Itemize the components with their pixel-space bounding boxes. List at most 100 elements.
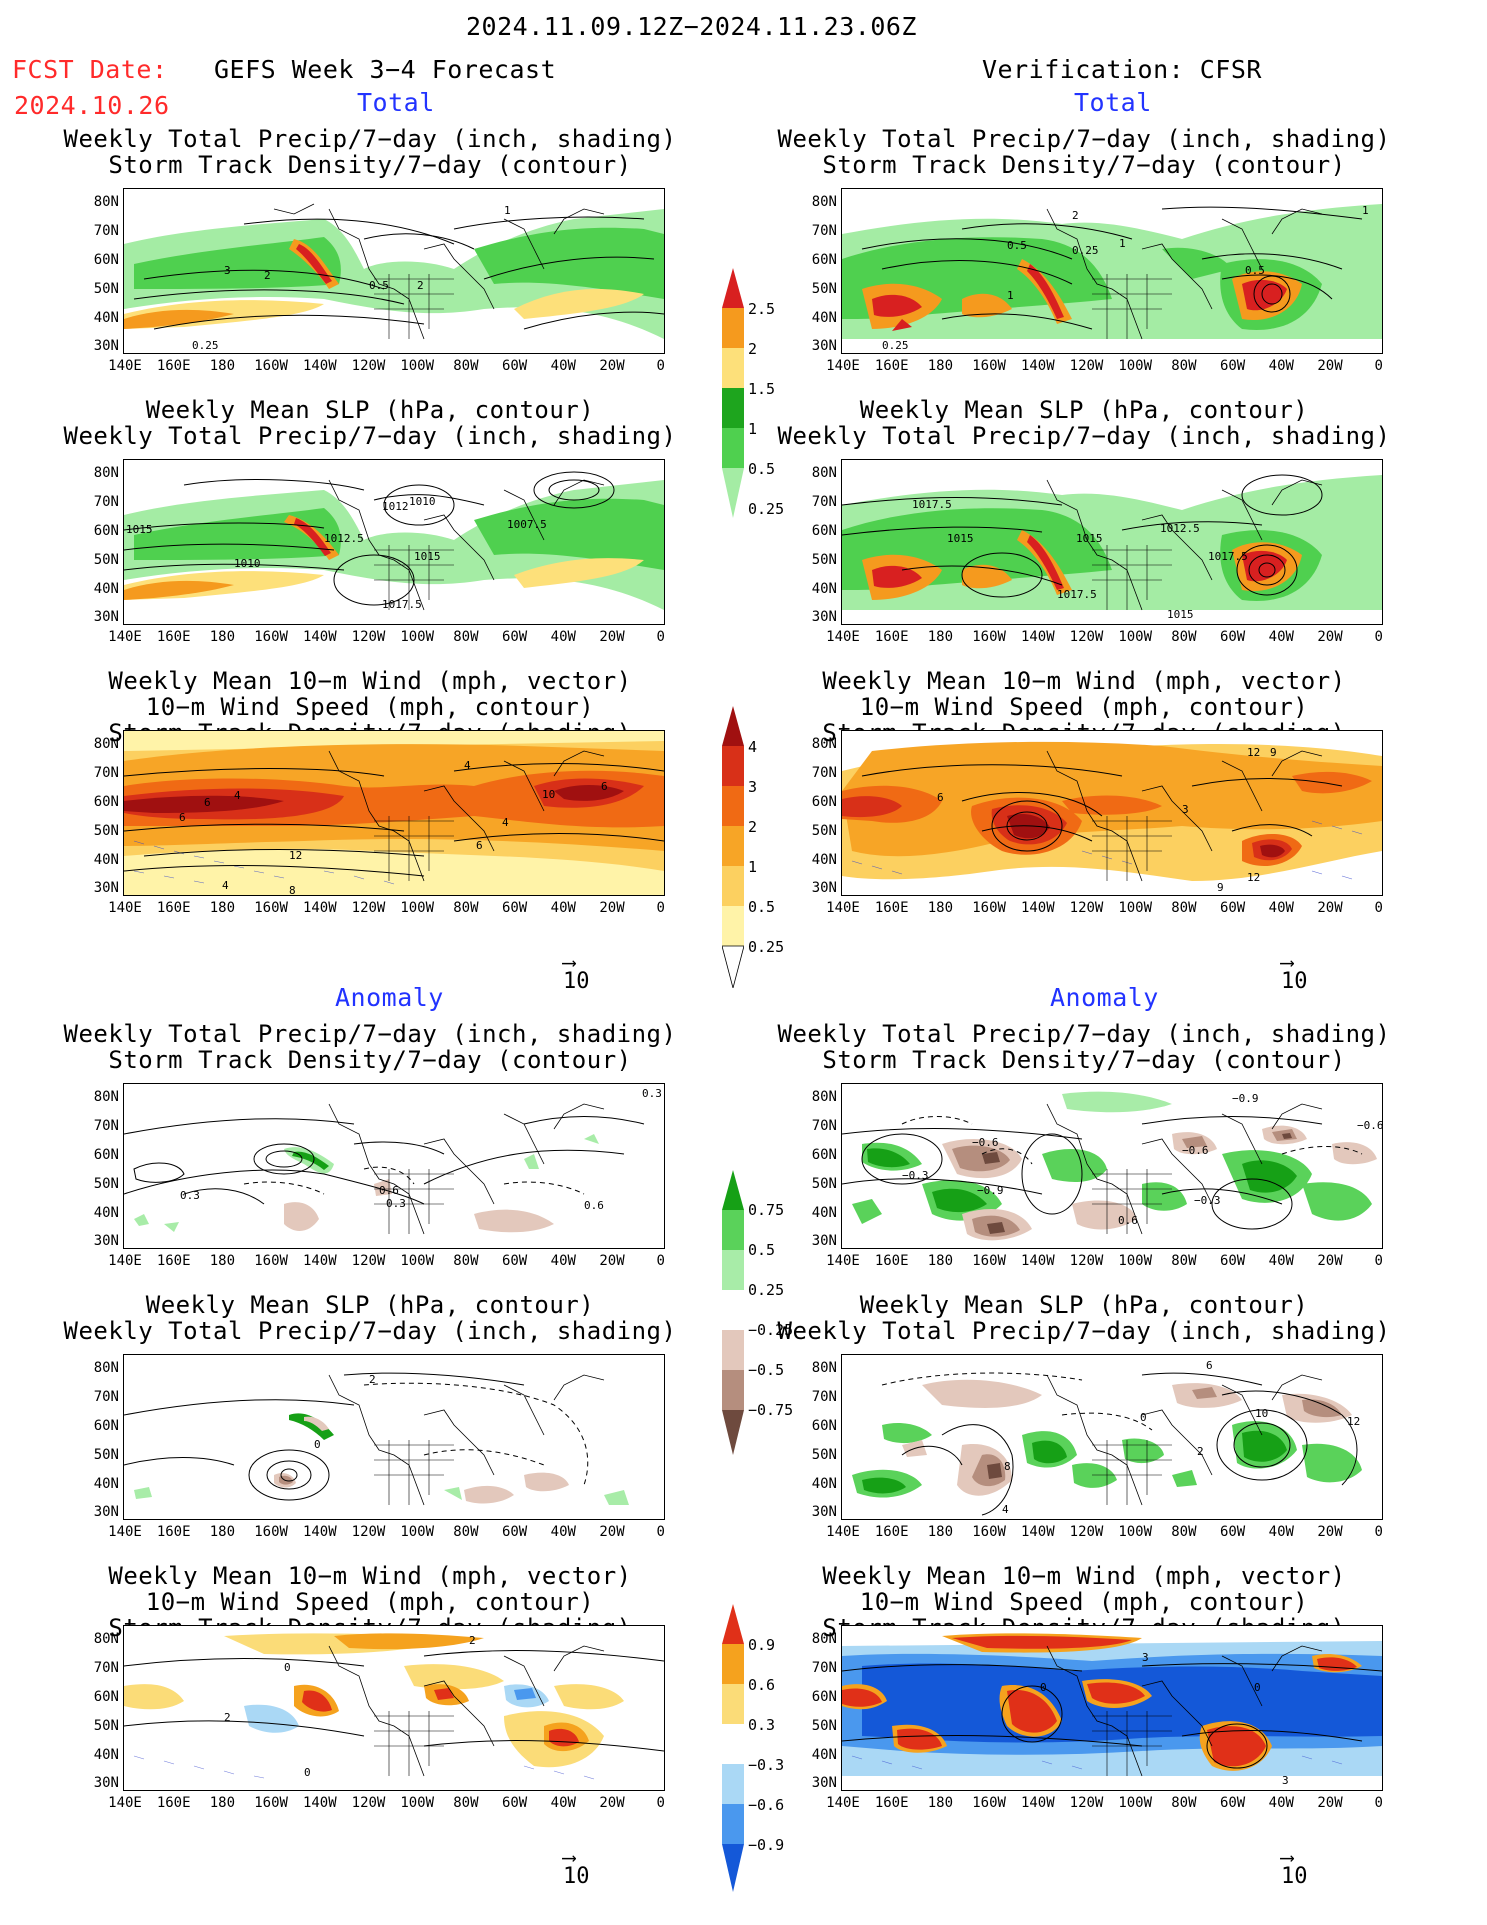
lon-tick-label: 160W	[254, 1795, 288, 1811]
lat-tick-label: 60N	[811, 1418, 837, 1434]
lat-tick-label: 30N	[811, 1504, 837, 1520]
contour-label: 1017.5	[912, 498, 952, 511]
lon-tick-label: 160W	[972, 629, 1006, 645]
contour-label: 1	[1007, 289, 1014, 302]
lat-tick-label: 40N	[93, 581, 119, 597]
cbar-label: −0.25	[748, 1321, 794, 1339]
lon-tick-label: 160E	[156, 1524, 191, 1540]
lat-tick-label: 30N	[93, 338, 119, 354]
cbar-label: 0.75	[748, 1201, 785, 1219]
contour-label: 3	[1282, 1774, 1289, 1787]
lat-tick-label: 80N	[93, 736, 119, 752]
lon-tick-label: 20W	[599, 358, 625, 374]
vector-reference-total-right: ⟶ 10	[1281, 952, 1308, 994]
cbar-label: 4	[748, 738, 758, 756]
map-anom-wind-storm-verification: 3 0 0 3	[841, 1625, 1383, 1791]
lat-tick-label: 50N	[811, 281, 837, 297]
lon-tick-label: 60W	[501, 1795, 528, 1811]
contour-label: 1015	[1167, 608, 1194, 621]
contour-label: 0.6	[379, 1184, 399, 1197]
lon-tick-label: 120W	[1069, 1795, 1104, 1811]
lat-tick-label: 70N	[93, 765, 119, 781]
title-total-precip-storm-left: Weekly Total Precip/7−day (inch, shading…	[63, 125, 677, 179]
lon-tick-label: 160W	[254, 629, 288, 645]
vector-reference-anom-left: ⟶ 10	[563, 1847, 590, 1889]
lon-tick-label: 80W	[1171, 1795, 1197, 1811]
title-total-precip-storm-right: Weekly Total Precip/7−day (inch, shading…	[777, 125, 1391, 179]
lon-tick-label: 140W	[302, 1795, 337, 1811]
lon-tick-label: 140W	[302, 900, 337, 916]
contour-label: 1007.5	[507, 518, 547, 531]
contour-label: 1015	[1076, 532, 1103, 545]
contour-label: 0.6	[584, 1199, 604, 1212]
colorbar-cap-top	[722, 268, 744, 308]
contour-label: 1015	[414, 550, 441, 563]
lon-tick-label: 140E	[826, 900, 860, 916]
contour-label: −0.3	[902, 1169, 929, 1182]
lon-tick-label: 180	[927, 1253, 954, 1269]
lat-tick-label: 40N	[811, 852, 837, 868]
lon-tick-label: 0	[1374, 629, 1383, 645]
contour-label: 1	[1362, 204, 1369, 217]
contour-label: 0	[1254, 1681, 1261, 1694]
lon-tick-label: 40W	[550, 1253, 576, 1269]
lon-tick-label: 100W	[400, 900, 435, 916]
contour-label: 6	[601, 780, 608, 793]
lat-tick-label: 30N	[93, 1504, 119, 1520]
map-total-wind-storm-verification: 6 12 9 3 12 9	[841, 730, 1383, 896]
lon-tick-label: 60W	[501, 1524, 528, 1540]
title-anom-slp-precip-right: Weekly Mean SLP (hPa, contour) Weekly To…	[777, 1291, 1391, 1345]
lon-tick-label: 120W	[1069, 900, 1104, 916]
lon-tick-label: 80W	[453, 358, 479, 374]
contour-label: 9	[1217, 881, 1224, 894]
lat-tick-label: 60N	[93, 1689, 119, 1705]
lat-tick-label: 60N	[93, 523, 119, 539]
contour-label: 0	[314, 1438, 321, 1451]
lon-tick-label: 100W	[400, 358, 435, 374]
cbar-label: 3	[748, 778, 758, 796]
contour-label: 0	[284, 1661, 291, 1674]
map-anom-precip-storm-forecast: 0.3 0.3 0.6 0.3 0.6	[123, 1083, 665, 1249]
lon-tick-label: 180	[209, 1524, 236, 1540]
lat-tick-label: 30N	[93, 880, 119, 896]
contour-label: 6	[476, 839, 483, 852]
lon-tick-label: 140E	[826, 1524, 860, 1540]
lat-tick-label: 30N	[93, 1233, 119, 1249]
lon-tick-label: 120W	[351, 900, 386, 916]
lat-tick-label: 40N	[93, 1747, 119, 1763]
lon-tick-label: 160E	[156, 1795, 191, 1811]
title-anom-precip-storm-left: Weekly Total Precip/7−day (inch, shading…	[63, 1020, 677, 1074]
lat-tick-label: 40N	[93, 1205, 119, 1221]
vector-reference-value: 10	[563, 1864, 590, 1889]
cbar-label: −0.75	[748, 1401, 794, 1419]
contour-label: 4	[502, 816, 509, 829]
lon-tick-label: 120W	[351, 629, 386, 645]
lon-tick-label: 100W	[1118, 1795, 1153, 1811]
lat-tick-label: 80N	[811, 1360, 837, 1376]
lat-tick-label: 50N	[811, 1176, 837, 1192]
lon-tick-label: 20W	[1317, 1524, 1343, 1540]
contour-label: 12	[1347, 1415, 1360, 1428]
lon-tick-label: 160W	[972, 1524, 1006, 1540]
lon-tick-label: 80W	[1171, 629, 1197, 645]
contour-label: 0.25	[1072, 244, 1099, 257]
contour-label: 1012.5	[324, 532, 364, 545]
lon-tick-label: 20W	[599, 629, 625, 645]
lat-tick-label: 40N	[93, 852, 119, 868]
lon-tick-label: 160E	[874, 1253, 909, 1269]
lon-tick-label: 140W	[1020, 1524, 1055, 1540]
lon-tick-label: 0	[656, 1253, 665, 1269]
lon-tick-label: 40W	[1268, 358, 1294, 374]
contour-label: 0.25	[192, 339, 219, 352]
lat-tick-label: 30N	[811, 338, 837, 354]
lat-tick-label: 60N	[811, 794, 837, 810]
title-total-slp-precip-left: Weekly Mean SLP (hPa, contour) Weekly To…	[63, 396, 677, 450]
lon-tick-label: 60W	[1219, 1524, 1246, 1540]
lon-tick-label: 40W	[1268, 1253, 1294, 1269]
lon-tick-label: 100W	[400, 1253, 435, 1269]
contour-label: 0.6	[1118, 1214, 1138, 1227]
lat-tick-label: 60N	[811, 1689, 837, 1705]
lat-tick-label: 80N	[811, 736, 837, 752]
lon-tick-label: 40W	[550, 629, 576, 645]
title-anom-precip-storm-right: Weekly Total Precip/7−day (inch, shading…	[777, 1020, 1391, 1074]
